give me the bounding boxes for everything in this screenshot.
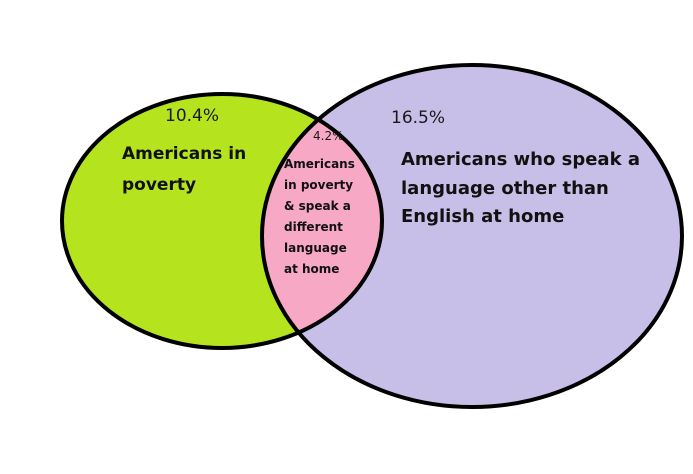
- poverty-percent: 10.4%: [165, 106, 219, 126]
- language-circle-outline: [260, 63, 684, 409]
- language-circle: [262, 65, 682, 407]
- language-percent: 16.5%: [391, 108, 445, 128]
- language-label: Americans who speak a language other tha…: [401, 149, 646, 227]
- poverty-label: Americans in poverty: [122, 144, 252, 195]
- poverty-circle-outline: [60, 92, 384, 350]
- overlap-label: Americans in poverty & speak a different…: [284, 157, 359, 276]
- overlap-percent: 4.2%: [313, 129, 344, 143]
